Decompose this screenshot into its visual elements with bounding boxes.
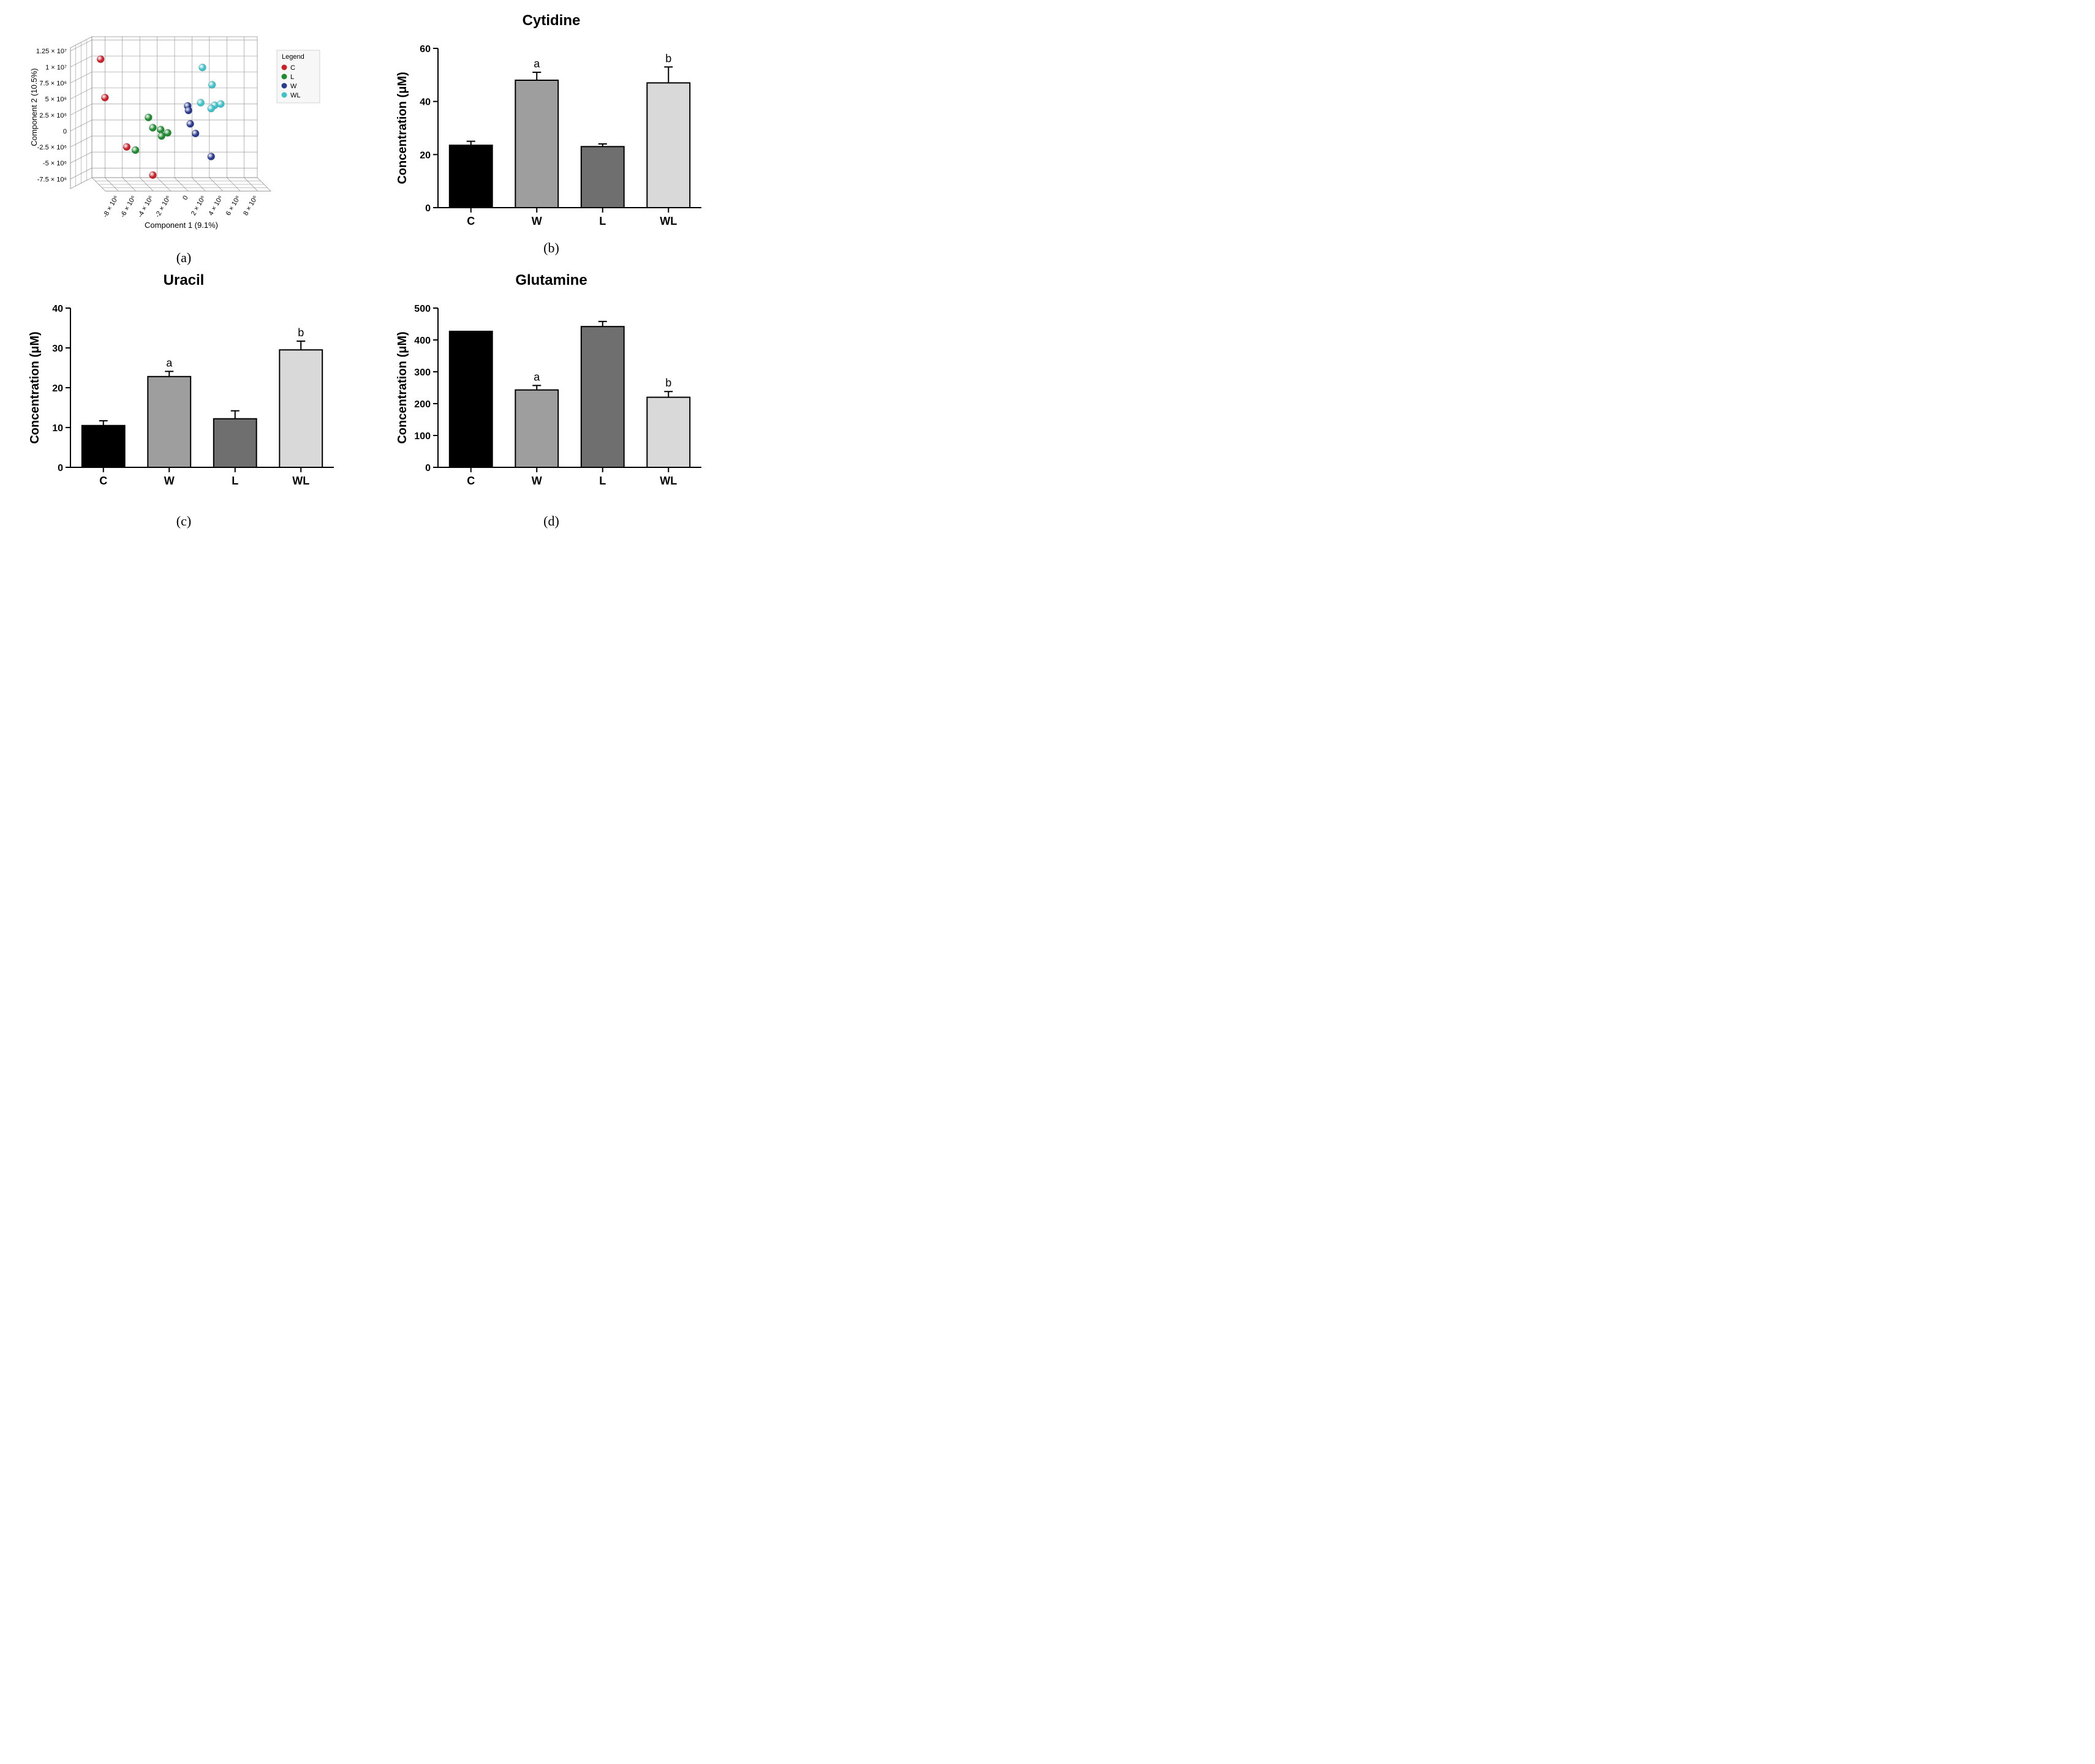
panel-b: Cytidine 0 20 40 60 Concentration (μM) C Wa L WL… — [380, 12, 723, 266]
panel-label-a: (a) — [176, 250, 191, 266]
svg-text:WL: WL — [660, 475, 677, 487]
panel-label-d: (d) — [543, 513, 559, 529]
svg-text:7.5 × 10⁶: 7.5 × 10⁶ — [39, 80, 67, 88]
svg-text:Concentration (μM): Concentration (μM) — [396, 331, 409, 443]
chart-title-d: Glutamine — [515, 272, 587, 289]
svg-text:4 × 10⁶: 4 × 10⁶ — [207, 195, 224, 217]
svg-text:40: 40 — [420, 97, 431, 108]
panel-c: Uracil 0 10 20 30 40 Concentration (μM) C Wa L WL… — [12, 272, 355, 529]
svg-text:1.25 × 10⁷: 1.25 × 10⁷ — [36, 48, 67, 55]
svg-text:-4 × 10⁶: -4 × 10⁶ — [137, 195, 155, 219]
svg-text:C: C — [467, 475, 475, 487]
bar-chart-glutamine: 0 100 200 300 400 500 Concentration (μM) C Wa L WL… — [392, 293, 711, 495]
svg-text:1 × 10⁷: 1 × 10⁷ — [45, 64, 67, 71]
svg-text:Concentration (μM): Concentration (μM) — [28, 331, 42, 443]
svg-text:20: 20 — [420, 150, 431, 160]
svg-text:a: a — [534, 58, 540, 70]
svg-text:-2 × 10⁶: -2 × 10⁶ — [154, 195, 172, 219]
svg-text:30: 30 — [52, 344, 63, 354]
svg-text:5 × 10⁶: 5 × 10⁶ — [45, 96, 67, 104]
svg-text:8 × 10⁶: 8 × 10⁶ — [242, 195, 259, 217]
svg-text:C: C — [467, 215, 475, 227]
svg-text:W: W — [532, 475, 542, 487]
svg-text:500: 500 — [414, 304, 431, 314]
svg-text:0: 0 — [63, 128, 67, 135]
scatter-plot: 1.25 × 10⁷ 1 × 10⁷ 7.5 × 10⁶ 5 × 10⁶ 2.5 × 1… — [12, 12, 355, 245]
svg-text:L: L — [599, 475, 606, 487]
svg-text:-6 × 10⁶: -6 × 10⁶ — [119, 195, 137, 219]
svg-text:Legend: Legend — [282, 53, 304, 61]
svg-text:-2.5 × 10⁶: -2.5 × 10⁶ — [37, 144, 67, 151]
bar-chart-uracil: 0 10 20 30 40 Concentration (μM) C Wa L WL b — [25, 293, 343, 495]
svg-text:40: 40 — [52, 304, 63, 314]
svg-text:400: 400 — [414, 336, 431, 346]
svg-text:0: 0 — [58, 463, 63, 473]
panel-label-b: (b) — [543, 240, 559, 256]
svg-text:Component 1 (9.1%): Component 1 (9.1%) — [145, 221, 218, 230]
chart-title-c: Uracil — [164, 272, 205, 289]
svg-text:60: 60 — [420, 44, 431, 55]
panel-label-c: (c) — [176, 513, 191, 529]
svg-text:L: L — [232, 475, 238, 487]
svg-text:C: C — [99, 475, 107, 487]
svg-text:C: C — [290, 64, 295, 72]
panel-d: Glutamine 0 100 200 300 400 500 Concentration … — [380, 272, 723, 529]
svg-text:2 × 10⁶: 2 × 10⁶ — [190, 195, 207, 217]
svg-text:WL: WL — [290, 92, 301, 99]
svg-text:b: b — [298, 326, 304, 339]
svg-text:b: b — [665, 377, 671, 389]
svg-text:L: L — [599, 215, 606, 227]
svg-text:2.5 × 10⁶: 2.5 × 10⁶ — [39, 112, 67, 119]
svg-text:300: 300 — [414, 368, 431, 378]
svg-text:20: 20 — [52, 383, 63, 394]
svg-text:WL: WL — [660, 215, 677, 227]
svg-text:W: W — [532, 215, 542, 227]
svg-text:0: 0 — [425, 203, 431, 214]
svg-text:a: a — [534, 371, 540, 383]
svg-text:Component 2 (10.5%): Component 2 (10.5%) — [29, 68, 39, 146]
svg-text:0: 0 — [425, 463, 431, 473]
svg-text:W: W — [290, 83, 297, 90]
chart-title-b: Cytidine — [523, 12, 581, 29]
bar-chart-cytidine: 0 20 40 60 Concentration (μM) C Wa L WL b — [392, 33, 711, 235]
svg-text:L: L — [290, 74, 294, 81]
svg-text:10: 10 — [52, 423, 63, 434]
svg-text:WL: WL — [292, 475, 309, 487]
svg-text:6 × 10⁶: 6 × 10⁶ — [225, 195, 242, 217]
svg-text:a: a — [166, 356, 173, 369]
svg-text:b: b — [665, 52, 671, 64]
figure-grid: 1.25 × 10⁷ 1 × 10⁷ 7.5 × 10⁶ 5 × 10⁶ 2.5 × 1… — [12, 12, 723, 541]
svg-text:-7.5 × 10⁶: -7.5 × 10⁶ — [37, 176, 67, 183]
svg-text:Concentration (μM): Concentration (μM) — [396, 72, 409, 184]
panel-a: 1.25 × 10⁷ 1 × 10⁷ 7.5 × 10⁶ 5 × 10⁶ 2.5 × 1… — [12, 12, 355, 266]
svg-text:0: 0 — [181, 195, 189, 202]
svg-text:W: W — [164, 475, 175, 487]
svg-text:200: 200 — [414, 399, 431, 410]
svg-text:-5 × 10⁶: -5 × 10⁶ — [43, 160, 67, 167]
svg-text:-8 × 10⁶: -8 × 10⁶ — [102, 195, 120, 219]
svg-text:100: 100 — [414, 431, 431, 442]
